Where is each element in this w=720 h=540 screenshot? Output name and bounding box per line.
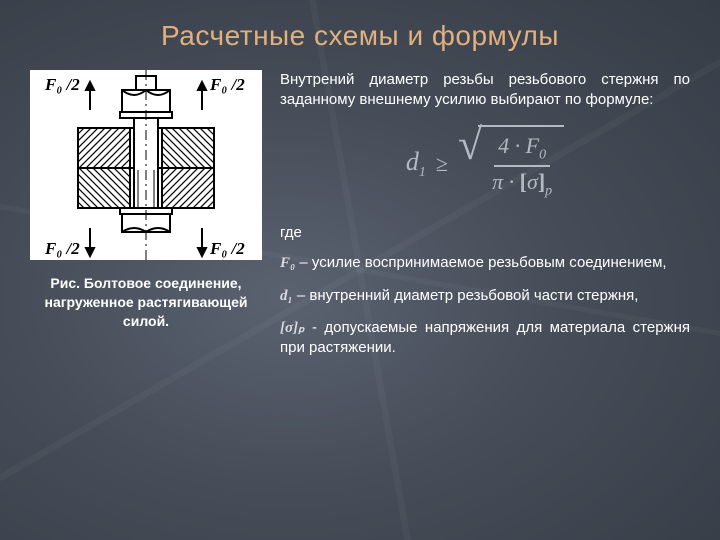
def-0-sym: F₀ <box>280 255 295 271</box>
formula-sigma: σ <box>527 169 538 194</box>
intro-text: Внутрений диаметр резьбы резьбового стер… <box>280 70 690 111</box>
formula-op: ≥ <box>436 149 448 179</box>
def-1: d₁ – внутренний диаметр резьбовой части … <box>280 286 690 306</box>
formula-num-sub: 0 <box>539 147 546 162</box>
page-title: Расчетные схемы и формулы <box>30 20 690 52</box>
bolt-diagram: F₀ /2 F₀ /2 F₀ /2 F₀ /2 <box>30 70 262 260</box>
def-0-text: – усилие воспринимаемое резьбовым соедин… <box>295 254 666 271</box>
def-1-text: – внутренний диаметр резьбовой части сте… <box>293 287 639 304</box>
fig-label-bl: F₀ /2 <box>44 239 80 258</box>
left-column: F₀ /2 F₀ /2 F₀ /2 F₀ /2 <box>30 70 262 370</box>
fig-label-br: F₀ /2 <box>209 239 245 258</box>
def-2: [σ]ₚ - допускаемые напряжения для матери… <box>280 318 690 359</box>
slide: Расчетные схемы и формулы <box>0 0 720 540</box>
formula-lhs-sub: 1 <box>419 165 426 180</box>
def-0: F₀ – усилие воспринимаемое резьбовым сое… <box>280 253 690 273</box>
where-label: где <box>280 223 690 243</box>
fig-label-tl: F₀ /2 <box>44 75 80 94</box>
content-row: F₀ /2 F₀ /2 F₀ /2 F₀ /2 <box>30 70 690 370</box>
formula-den-sub: p <box>545 183 552 198</box>
figure-caption: Рис. Болтовое соединение, нагруженное ра… <box>30 274 262 331</box>
def-2-sym: [σ]ₚ <box>280 320 305 336</box>
formula-den-pre: π · <box>492 169 520 194</box>
def-2-text: - допускаемые напряжения для материала с… <box>280 319 690 356</box>
fig-label-tr: F₀ /2 <box>209 75 245 94</box>
bracket-left: [ <box>520 169 527 194</box>
formula-num: 4 · F <box>498 133 539 158</box>
formula: d1 ≥ √ 4 · F0 π · [σ]p <box>280 125 690 204</box>
def-1-sym: d₁ <box>280 288 293 304</box>
formula-lhs-var: d <box>406 147 419 176</box>
right-column: Внутрений диаметр резьбы резьбового стер… <box>280 70 690 370</box>
